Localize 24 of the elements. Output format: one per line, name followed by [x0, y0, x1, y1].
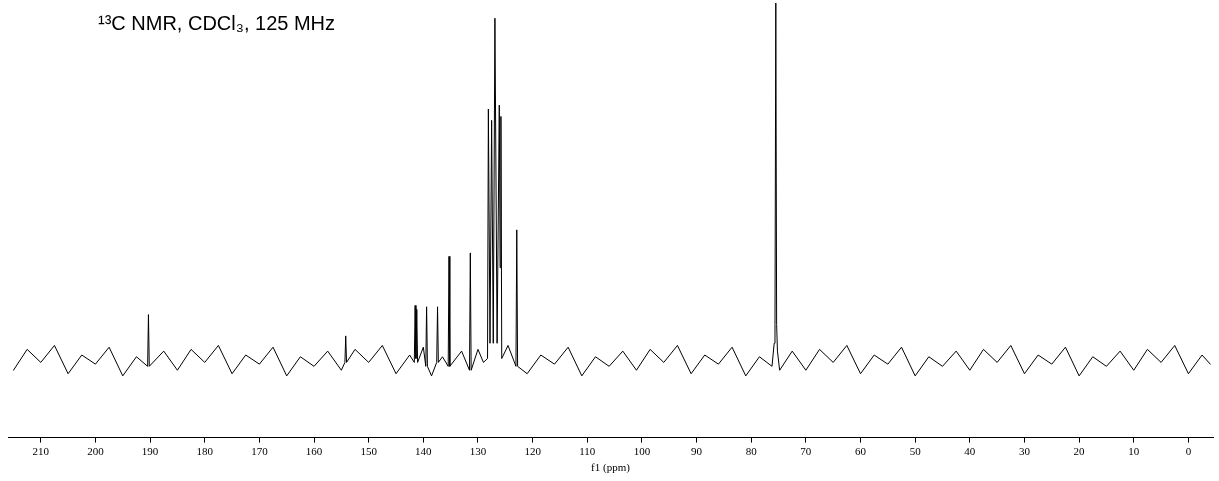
x-tick-label: 160: [305, 445, 323, 458]
chart-title: ¹³C NMR, CDCl₃, 125 MHz: [98, 12, 336, 35]
x-tick-label: 140: [415, 445, 433, 458]
x-tick-label: 10: [1128, 445, 1140, 458]
x-tick-label: 30: [1018, 445, 1031, 458]
x-tick-label: 130: [469, 445, 487, 458]
x-tick-label: 110: [579, 445, 596, 458]
x-tick-label: 180: [196, 445, 214, 458]
x-tick-label: 210: [32, 445, 50, 458]
x-tick-label: 20: [1073, 445, 1086, 458]
x-tick-label: 40: [964, 445, 976, 458]
x-tick-label: 80: [745, 445, 758, 458]
x-tick-label: 200: [87, 445, 105, 458]
x-tick-label: 50: [909, 445, 922, 458]
x-tick-label: 150: [360, 445, 378, 458]
x-tick-label: 60: [855, 445, 867, 458]
x-axis-title: f1 (ppm): [591, 461, 631, 475]
x-tick-label: 100: [633, 445, 651, 458]
x-tick-label: 0: [1185, 445, 1192, 458]
x-tick-label: 90: [691, 445, 703, 458]
x-tick-label: 190: [141, 445, 159, 458]
x-tick-label: 70: [800, 445, 812, 458]
x-tick-label: 170: [251, 445, 269, 458]
x-tick-label: 120: [524, 445, 542, 458]
